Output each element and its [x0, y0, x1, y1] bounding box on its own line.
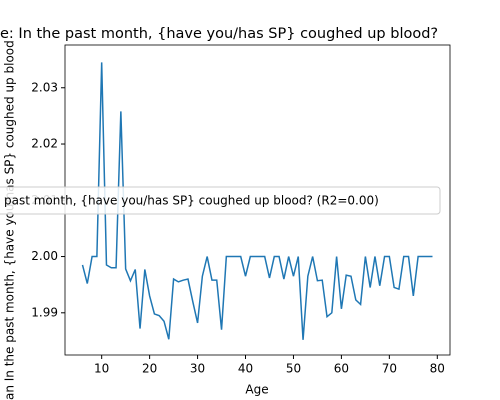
x-tick-label: 80: [430, 362, 445, 376]
x-tick-label: 60: [334, 362, 349, 376]
chart-title: e: In the past month, {have you/has SP} …: [0, 26, 438, 42]
x-tick-label: 70: [382, 362, 397, 376]
annotation-box: [0, 186, 441, 215]
x-tick-label: 40: [238, 362, 253, 376]
x-axis-label: Age: [245, 383, 268, 397]
annotation: past month, {have you/has SP} coughed up…: [4, 194, 379, 208]
y-axis-label: an In the past month, {have you/has SP} …: [3, 40, 17, 400]
y-tick-label: 2.02: [31, 137, 58, 151]
y-tick-label: 1.99: [31, 305, 58, 319]
x-tick-label: 10: [94, 362, 109, 376]
line-series: [81, 62, 433, 340]
x-tick-label: 50: [286, 362, 301, 376]
x-tick-label: 30: [190, 362, 205, 376]
x-tick-label: 20: [142, 362, 157, 376]
y-tick-label: 2.00: [31, 249, 58, 263]
y-tick-label: 2.03: [31, 80, 58, 94]
